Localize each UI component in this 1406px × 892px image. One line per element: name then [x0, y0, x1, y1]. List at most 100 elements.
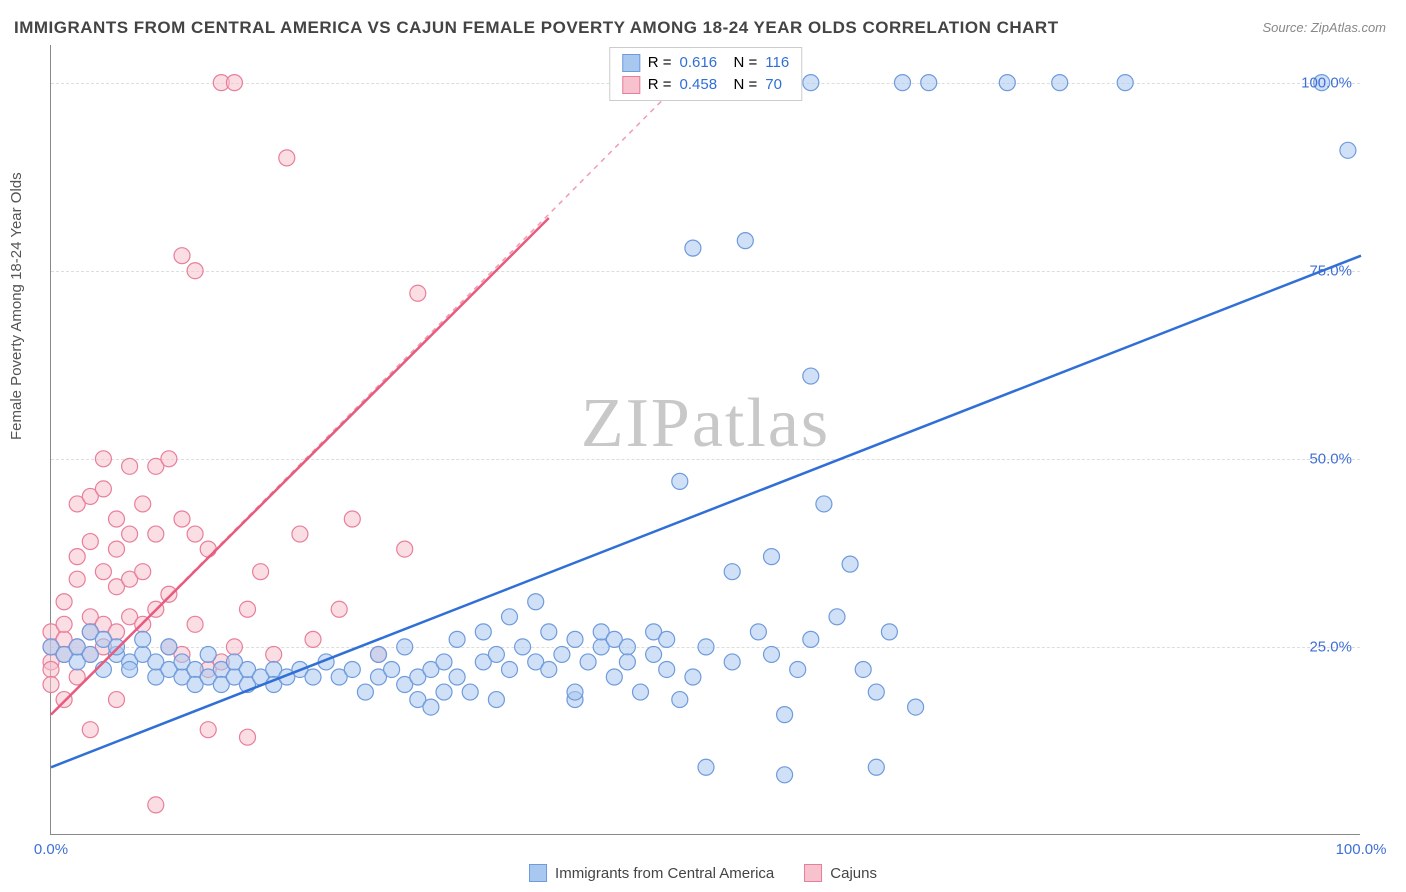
series-label-blue: Immigrants from Central America	[555, 865, 774, 882]
data-point	[1052, 75, 1068, 91]
series-label-pink: Cajuns	[830, 865, 877, 882]
data-point	[541, 661, 557, 677]
data-point	[921, 75, 937, 91]
data-point	[109, 511, 125, 527]
data-point	[43, 677, 59, 693]
data-point	[95, 451, 111, 467]
data-point	[764, 549, 780, 565]
data-point	[646, 646, 662, 662]
data-point	[619, 654, 635, 670]
data-point	[331, 601, 347, 617]
n-label: N =	[734, 74, 758, 96]
data-point	[515, 639, 531, 655]
data-point	[685, 669, 701, 685]
data-point	[357, 684, 373, 700]
data-point	[82, 534, 98, 550]
data-point	[279, 150, 295, 166]
data-point	[135, 564, 151, 580]
data-point	[397, 639, 413, 655]
data-point	[200, 541, 216, 557]
data-point	[488, 646, 504, 662]
data-point	[397, 541, 413, 557]
data-point	[69, 571, 85, 587]
data-point	[855, 661, 871, 677]
data-point	[200, 646, 216, 662]
data-point	[842, 556, 858, 572]
data-point	[567, 631, 583, 647]
data-point	[567, 684, 583, 700]
data-point	[528, 594, 544, 610]
trend-line	[51, 256, 1361, 768]
data-point	[881, 624, 897, 640]
y-tick-label: 25.0%	[1309, 638, 1352, 655]
data-point	[777, 707, 793, 723]
data-point	[56, 594, 72, 610]
data-point	[999, 75, 1015, 91]
data-point	[750, 624, 766, 640]
data-point	[187, 616, 203, 632]
data-point	[423, 699, 439, 715]
data-point	[908, 699, 924, 715]
data-point	[56, 692, 72, 708]
data-point	[895, 75, 911, 91]
swatch-blue	[622, 54, 640, 72]
data-point	[633, 684, 649, 700]
data-point	[161, 586, 177, 602]
data-point	[724, 654, 740, 670]
data-point	[240, 729, 256, 745]
plot-area: ZIPatlas R = 0.616 N = 116 R = 0.458 N =…	[50, 45, 1360, 835]
data-point	[1340, 142, 1356, 158]
data-point	[109, 639, 125, 655]
data-point	[449, 669, 465, 685]
swatch-blue	[529, 864, 547, 882]
data-point	[200, 722, 216, 738]
data-point	[606, 669, 622, 685]
data-point	[724, 564, 740, 580]
data-point	[226, 75, 242, 91]
data-point	[43, 661, 59, 677]
data-point	[109, 541, 125, 557]
data-point	[240, 601, 256, 617]
data-point	[344, 511, 360, 527]
data-point	[122, 661, 138, 677]
data-point	[305, 631, 321, 647]
data-point	[737, 233, 753, 249]
r-label: R =	[648, 74, 672, 96]
n-label: N =	[734, 52, 758, 74]
x-tick-label: 0.0%	[34, 841, 68, 858]
data-point	[659, 631, 675, 647]
data-point	[803, 368, 819, 384]
data-point	[764, 646, 780, 662]
data-point	[502, 661, 518, 677]
data-point	[672, 473, 688, 489]
data-point	[475, 624, 491, 640]
data-point	[384, 661, 400, 677]
data-point	[292, 526, 308, 542]
data-point	[829, 609, 845, 625]
r-label: R =	[648, 52, 672, 74]
data-point	[554, 646, 570, 662]
data-point	[187, 263, 203, 279]
data-point	[371, 646, 387, 662]
data-point	[95, 564, 111, 580]
y-axis-label: Female Poverty Among 18-24 Year Olds	[8, 172, 25, 440]
data-point	[685, 240, 701, 256]
source-label: Source: ZipAtlas.com	[1262, 20, 1386, 35]
y-tick-label: 100.0%	[1301, 74, 1352, 91]
chart-title: IMMIGRANTS FROM CENTRAL AMERICA VS CAJUN…	[14, 18, 1059, 38]
data-point	[619, 639, 635, 655]
x-tick-label: 100.0%	[1336, 841, 1387, 858]
n-value-blue: 116	[765, 52, 789, 74]
data-point	[148, 526, 164, 542]
data-point	[69, 549, 85, 565]
data-point	[672, 692, 688, 708]
data-point	[698, 759, 714, 775]
data-point	[1117, 75, 1133, 91]
data-point	[148, 797, 164, 813]
data-point	[790, 661, 806, 677]
data-point	[95, 481, 111, 497]
data-point	[580, 654, 596, 670]
data-point	[868, 759, 884, 775]
data-point	[777, 767, 793, 783]
data-point	[449, 631, 465, 647]
